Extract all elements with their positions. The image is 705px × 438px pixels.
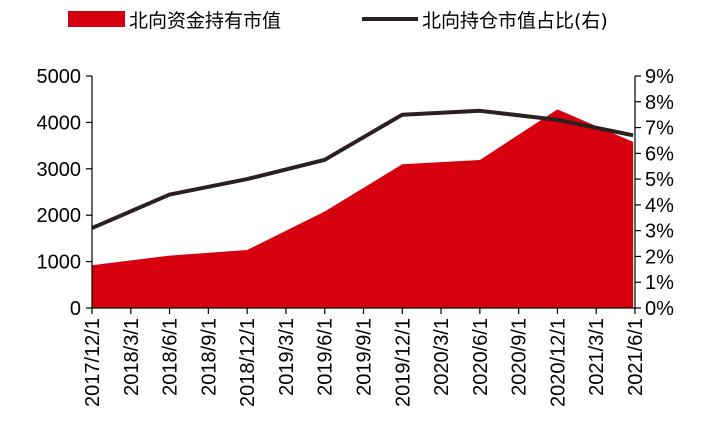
y-right-tick-label: 1% <box>645 272 674 294</box>
y-right-tick-label: 5% <box>645 169 674 191</box>
x-tick-label: 2020/12/1 <box>547 318 569 407</box>
y-right-tick-label: 2% <box>645 246 674 268</box>
x-tick-label: 2017/12/1 <box>82 318 104 407</box>
axes: 0 1000 2000 3000 4000 5000 0% 1% 2% 3% 4% 5% 6% 7% 8% 9… <box>37 66 675 407</box>
x-tick-label: 2018/12/1 <box>237 318 259 407</box>
y-right-tick-label: 6% <box>645 143 674 165</box>
x-tick-label: 2020/9/1 <box>509 318 531 396</box>
y-right-tick-label: 0% <box>645 298 674 320</box>
x-tick-label: 2018/9/1 <box>198 318 220 396</box>
series-line-share <box>91 108 634 230</box>
y-right-tick-label: 3% <box>645 221 674 243</box>
y-right-tick-label: 7% <box>645 118 674 140</box>
y-left-tick-label: 5000 <box>37 66 82 88</box>
series-area-holdings <box>92 109 634 309</box>
y-left-tick-label: 0 <box>70 298 81 320</box>
y-right-tick-label: 8% <box>645 92 674 114</box>
plot-area <box>91 108 634 309</box>
y-right-tick-label: 9% <box>645 66 674 88</box>
x-tick-label: 2020/6/1 <box>470 318 492 396</box>
x-tick-label: 2021/3/1 <box>586 318 608 396</box>
legend: 北向资金持有市值 北向持仓市值占比(右) <box>68 10 608 32</box>
legend-label-area: 北向资金持有市值 <box>129 10 281 32</box>
x-tick-label: 2018/6/1 <box>160 318 182 396</box>
x-tick-label: 2019/9/1 <box>354 318 376 396</box>
x-tick-label: 2019/6/1 <box>315 318 337 396</box>
legend-swatch-area <box>68 11 125 27</box>
legend-label-line: 北向持仓市值占比(右) <box>422 10 608 32</box>
x-tick-label: 2021/6/1 <box>625 318 647 396</box>
x-tick-label: 2020/3/1 <box>431 318 453 396</box>
y-left-tick-label: 2000 <box>37 205 82 227</box>
y-left-tick-label: 1000 <box>37 252 82 274</box>
x-tick-label: 2019/3/1 <box>276 318 298 396</box>
x-tick-label: 2019/12/1 <box>392 318 414 407</box>
y-left-tick-label: 3000 <box>37 159 82 181</box>
y-right-tick-label: 4% <box>645 195 674 217</box>
y-left-tick-label: 4000 <box>37 112 82 134</box>
x-tick-label: 2018/3/1 <box>121 318 143 396</box>
